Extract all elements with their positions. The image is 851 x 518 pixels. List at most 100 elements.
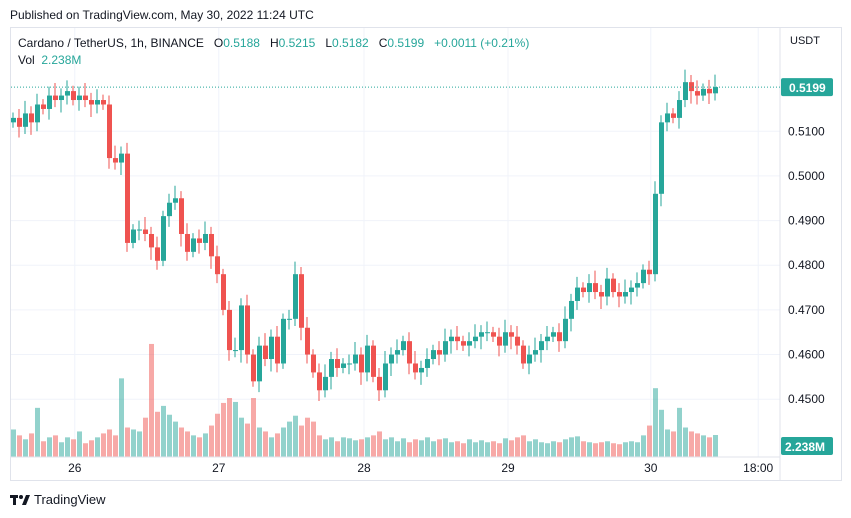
volume-bar [701, 435, 706, 457]
volume-bar [197, 437, 202, 457]
candle-body [449, 336, 454, 342]
candle-body [335, 359, 340, 368]
volume-bar [611, 443, 616, 457]
candle-body [251, 354, 256, 382]
volume-bar [113, 435, 118, 457]
y-tick-label: 0.5100 [788, 124, 825, 138]
candle-body [119, 153, 124, 163]
volume-bar [263, 431, 268, 457]
volume-bar [161, 405, 166, 457]
volume-bar [317, 435, 322, 457]
candle-body [695, 91, 700, 96]
candle-body [179, 198, 184, 234]
volume-bar [299, 425, 304, 457]
open-value: 0.5188 [223, 36, 260, 50]
volume-bar [89, 440, 94, 457]
volume-bar [581, 441, 586, 457]
volume-bar [533, 439, 538, 457]
volume-bar [629, 441, 634, 457]
symbol-title[interactable]: Cardano / TetherUS, 1h, BINANCE [18, 36, 204, 50]
volume-bar [365, 437, 370, 457]
volume-bar [323, 439, 328, 457]
candle-body [431, 350, 436, 360]
volume-bar [431, 441, 436, 457]
volume-bar [101, 433, 106, 457]
volume-bar [53, 435, 58, 457]
x-tick-label: 28 [357, 461, 371, 475]
volume-bar [305, 417, 310, 457]
volume-bar [119, 378, 124, 457]
candle-body [605, 278, 610, 297]
candle-body [455, 336, 460, 342]
candle-body [35, 104, 40, 123]
volume-bar [467, 439, 472, 457]
volume-bar [239, 417, 244, 457]
volume-bar [491, 441, 496, 457]
volume-bar [41, 441, 46, 457]
volume-bar [287, 421, 292, 457]
volume-bar [707, 437, 712, 457]
volume-bar [671, 431, 676, 457]
tradingview-logo[interactable]: TradingView [10, 492, 106, 507]
open-label: O [213, 36, 224, 50]
y-tick-label: 0.4500 [788, 392, 825, 406]
volume-bar [341, 437, 346, 457]
volume-bar [269, 437, 274, 457]
candle-body [611, 278, 616, 293]
close-value: 0.5199 [387, 36, 425, 50]
candle-body [239, 305, 244, 351]
volume-bar [47, 437, 52, 457]
candle-body [521, 345, 526, 364]
candle-body [149, 233, 154, 248]
volume-bar [233, 401, 238, 457]
volume-bar [311, 421, 316, 457]
volume-bar [149, 343, 154, 457]
candle-body [383, 363, 388, 391]
volume-bar [395, 441, 400, 457]
volume-bar [587, 442, 592, 457]
volume-bar [551, 441, 556, 457]
volume-bar [125, 427, 130, 457]
candle-body [677, 100, 682, 118]
candle-body [683, 82, 688, 101]
high-label: H [269, 36, 279, 50]
chart-frame[interactable] [10, 27, 842, 481]
candle-body [515, 336, 520, 346]
candle-body [599, 292, 604, 297]
volume-bar [245, 423, 250, 457]
candle-body [509, 332, 514, 337]
volume-bar [281, 427, 286, 457]
chart-legend: Cardano / TetherUS, 1h, BINANCE O0.5188 … [18, 35, 529, 69]
volume-bar [275, 433, 280, 457]
candle-body [557, 332, 562, 342]
candle-body [425, 359, 430, 368]
volume-bar [179, 427, 184, 457]
candle-body [77, 95, 82, 101]
candle-body [293, 274, 298, 319]
candle-body [287, 318, 292, 320]
volume-bar [77, 431, 82, 457]
y-tick-label: 0.4800 [788, 258, 825, 272]
candle-body [359, 354, 364, 373]
candle-body [47, 95, 52, 109]
candle-body [275, 336, 280, 364]
volume-bar [71, 439, 76, 457]
volume-bar [83, 443, 88, 457]
volume-bar [425, 437, 430, 457]
volume-bar [17, 435, 22, 457]
candle-body [215, 256, 220, 275]
volume-bar [653, 388, 658, 457]
volume-bar [215, 413, 220, 457]
candle-body [623, 292, 628, 297]
volume-bar [35, 407, 40, 457]
candle-body [107, 104, 112, 159]
candle-body [353, 354, 358, 364]
candle-body [197, 238, 202, 243]
candle-body [245, 305, 250, 355]
candle-body [419, 367, 424, 373]
volume-bar [575, 436, 580, 457]
currency-label: USDT [790, 35, 820, 47]
volume-bar [443, 438, 448, 457]
volume-bar [407, 442, 412, 457]
